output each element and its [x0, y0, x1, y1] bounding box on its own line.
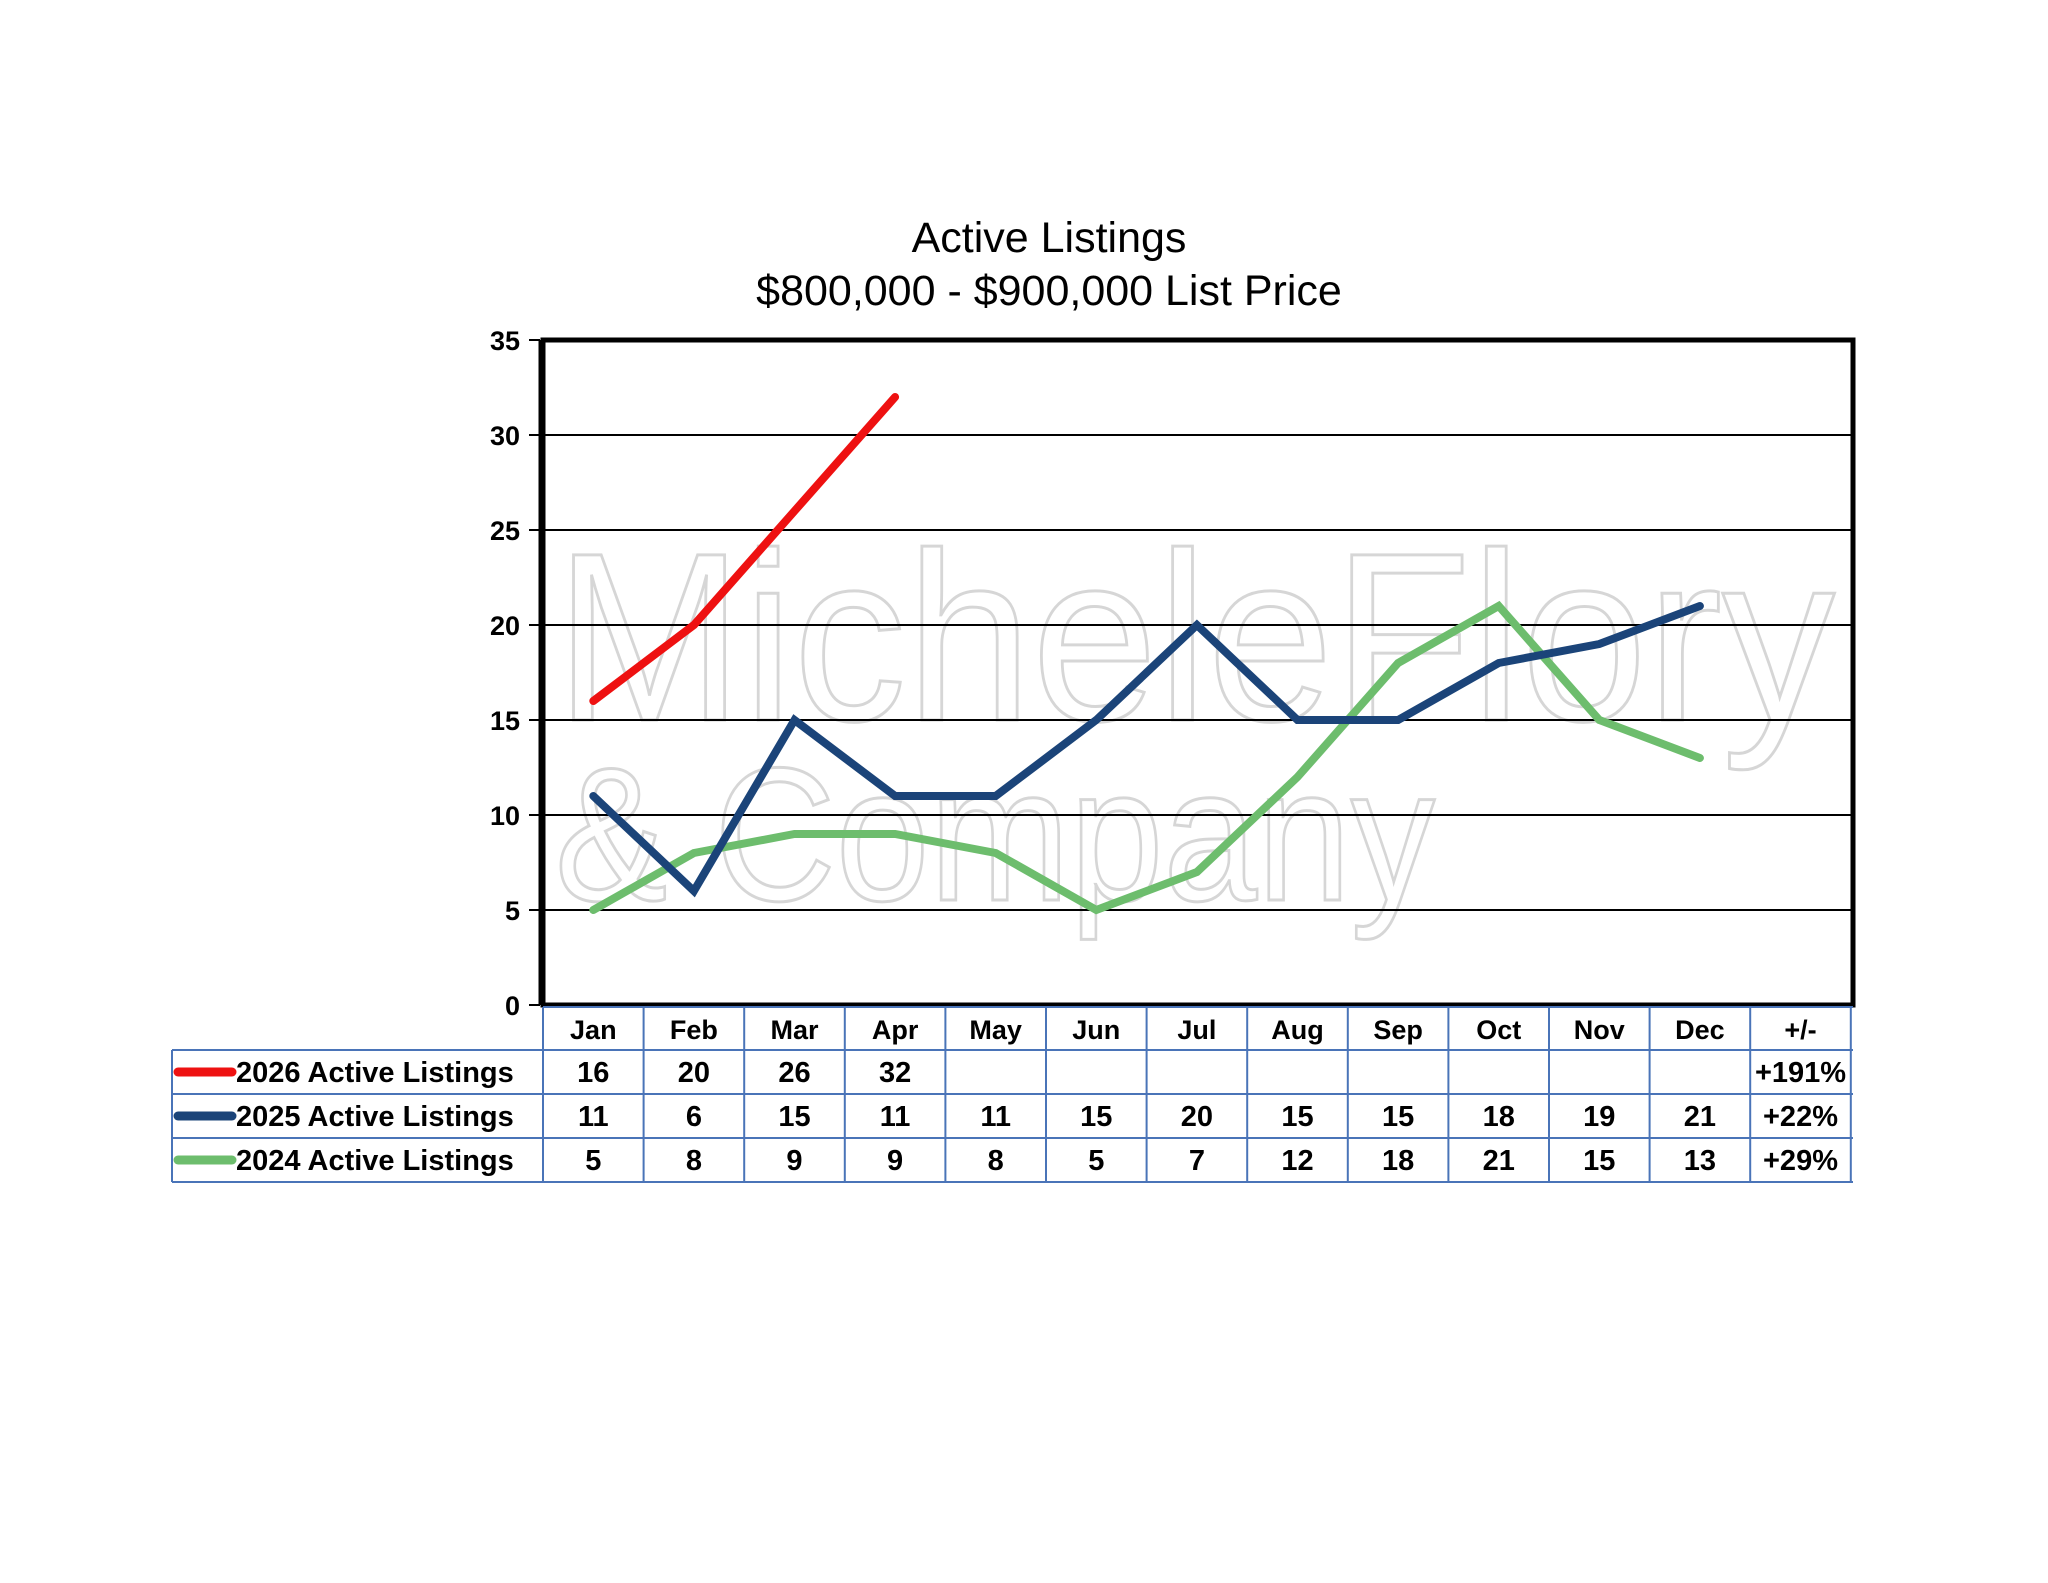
x-tick-label: Jan [570, 1015, 617, 1045]
x-tick-label: Mar [770, 1015, 819, 1045]
data-label: 11 [578, 1101, 609, 1133]
data-label: 9 [786, 1145, 802, 1177]
data-label: 16 [577, 1057, 609, 1089]
data-label: 15 [778, 1101, 810, 1133]
change-label: +29% [1763, 1145, 1838, 1177]
data-label: 21 [1684, 1101, 1716, 1133]
data-label: 26 [778, 1057, 810, 1089]
data-label: 18 [1382, 1145, 1414, 1177]
y-tick-label: 5 [505, 896, 520, 926]
plot-frame [540, 337, 1856, 1008]
x-tick-label: Feb [670, 1015, 718, 1045]
x-tick-label: Apr [872, 1015, 919, 1045]
data-label: 6 [686, 1101, 702, 1133]
y-axis: 0 5 10 15 20 25 30 35 [490, 326, 542, 1021]
data-table: Jan Feb Mar Apr May Jun Jul Aug Sep Oct Nov Dec +/- 2… [171, 1006, 1853, 1183]
y-tick-label: 0 [505, 991, 520, 1021]
x-tick-label: Jun [1072, 1015, 1120, 1045]
y-tick-label: 20 [490, 611, 520, 641]
data-label: 11 [980, 1101, 1011, 1133]
data-label: 15 [1080, 1101, 1112, 1133]
data-label: 15 [1281, 1101, 1313, 1133]
data-label: 15 [1382, 1101, 1414, 1133]
change-label: +191% [1755, 1057, 1846, 1089]
x-tick-label: +/- [1784, 1015, 1816, 1045]
data-label: 32 [879, 1057, 911, 1089]
y-tick-label: 15 [490, 706, 520, 736]
y-tick-label: 25 [490, 516, 520, 546]
x-tick-label: Oct [1476, 1015, 1521, 1045]
data-label: 15 [1583, 1145, 1615, 1177]
series-line [589, 393, 900, 705]
x-tick-label: Nov [1574, 1015, 1625, 1045]
data-label: 7 [1189, 1145, 1205, 1177]
data-label: 20 [1181, 1101, 1213, 1133]
data-label: 5 [585, 1145, 601, 1177]
x-tick-label: Sep [1373, 1015, 1423, 1045]
data-label: 12 [1281, 1145, 1313, 1177]
data-label: 8 [686, 1145, 702, 1177]
x-tick-label: Dec [1675, 1015, 1725, 1045]
x-tick-label: Aug [1271, 1015, 1323, 1045]
legend-label: 2025 Active Listings [236, 1101, 514, 1133]
data-label: 9 [887, 1145, 903, 1177]
series-line [589, 600, 1704, 915]
watermark-line2: & Company [555, 729, 1435, 941]
data-label: 20 [678, 1057, 710, 1089]
gridlines [543, 434, 1853, 911]
series-line [589, 602, 1704, 898]
data-label: 19 [1583, 1101, 1615, 1133]
y-tick-label: 35 [490, 326, 520, 356]
legend-label: 2026 Active Listings [236, 1057, 514, 1089]
x-tick-label: Jul [1177, 1015, 1216, 1045]
x-tick-label: May [969, 1015, 1022, 1045]
y-tick-label: 10 [490, 801, 520, 831]
y-tick-label: 30 [490, 421, 520, 451]
legend-label: 2024 Active Listings [236, 1145, 514, 1177]
data-label: 5 [1088, 1145, 1104, 1177]
series-lines [589, 393, 1704, 915]
change-label: +22% [1763, 1101, 1838, 1133]
data-label: 21 [1483, 1145, 1515, 1177]
data-label: 18 [1483, 1101, 1515, 1133]
data-label: 13 [1684, 1145, 1716, 1177]
chart-title: Active Listings [912, 214, 1187, 262]
data-label: 11 [880, 1101, 911, 1133]
chart-subtitle: $800,000 - $900,000 List Price [756, 267, 1342, 315]
data-label: 8 [988, 1145, 1004, 1177]
